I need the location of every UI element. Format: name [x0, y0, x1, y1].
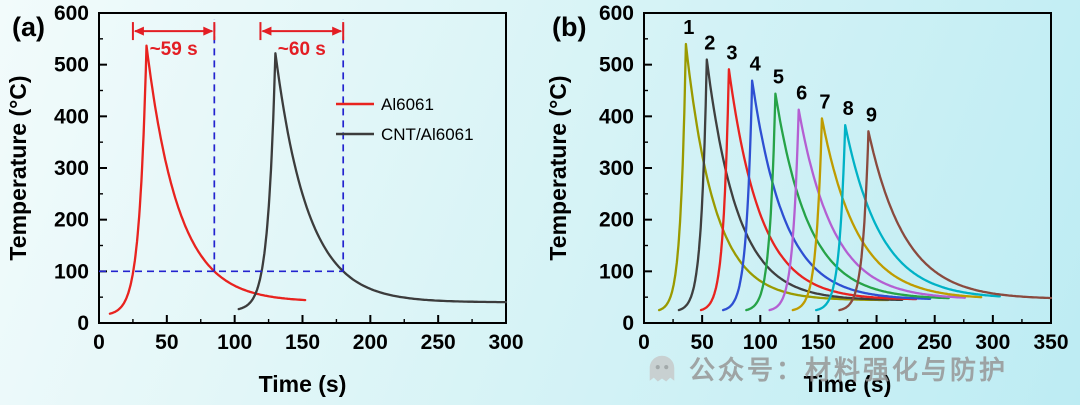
x-tick-label: 350	[1033, 331, 1068, 354]
arrow-head-left	[261, 26, 272, 36]
y-tick-label: 400	[54, 105, 89, 128]
curve-7	[791, 117, 983, 312]
y-axis-title: Temperature (°C)	[5, 75, 31, 260]
x-axis-title: Time (s)	[804, 371, 892, 397]
x-tick-label: 100	[217, 331, 252, 354]
y-tick-label: 500	[54, 54, 89, 77]
arrow-head-left	[133, 26, 144, 36]
y-tick-label: 100	[54, 260, 89, 283]
curve-2	[677, 58, 904, 312]
x-tick-label: 200	[353, 331, 388, 354]
x-tick-label: 50	[690, 331, 713, 354]
peak-label-9: 9	[866, 104, 877, 126]
y-tick-label: 600	[54, 2, 89, 25]
curve-9	[838, 130, 1053, 312]
x-tick-label: 50	[155, 331, 178, 354]
curve-1	[657, 42, 890, 312]
x-tick-label: 150	[801, 331, 836, 354]
x-tick-label: 250	[421, 331, 456, 354]
x-tick-label: 300	[975, 331, 1010, 354]
x-tick-label: 0	[93, 331, 105, 354]
peak-label-7: 7	[819, 91, 830, 113]
y-tick-label: 600	[599, 2, 634, 25]
arrow-head-right	[203, 26, 214, 36]
y-tick-label: 0	[622, 312, 634, 335]
curve-3	[699, 68, 918, 312]
curve-8	[814, 123, 1001, 312]
peak-label-2: 2	[704, 33, 715, 55]
peak-label-4: 4	[750, 54, 762, 76]
peak-label-3: 3	[726, 42, 737, 64]
panel-a-chart: 0 50 100 150 200 250 300 0 100 200 300 400 500 600 Tim…	[5, 2, 524, 397]
y-tick-label: 500	[599, 54, 634, 77]
y-tick-label: 300	[54, 157, 89, 180]
x-tick-label: 250	[917, 331, 952, 354]
peak-label-6: 6	[796, 83, 807, 105]
duration-label: ~60 s	[278, 39, 326, 60]
curve-4	[721, 79, 932, 312]
x-tick-label: 100	[743, 331, 778, 354]
legend-label-Al6061: Al6061	[381, 95, 434, 114]
panel-b-chart: 0 50 100 150 200 250 300 350 0 100 200 300 400 500 600…	[545, 2, 1069, 397]
y-tick-label: 200	[599, 209, 634, 232]
y-tick-label: 300	[599, 157, 634, 180]
curve-CNT/Al6061	[237, 52, 508, 311]
y-axis-title: Temperature (°C)	[545, 75, 571, 260]
y-tick-label: 0	[77, 312, 89, 335]
curve-5	[745, 92, 950, 312]
peak-label-8: 8	[843, 98, 854, 120]
y-tick-label: 200	[54, 209, 89, 232]
y-tick-label: 400	[599, 105, 634, 128]
x-tick-label: 200	[859, 331, 894, 354]
x-tick-label: 300	[488, 331, 523, 354]
x-tick-label: 0	[638, 331, 650, 354]
duration-label: ~59 s	[150, 39, 198, 60]
panel-label: (a)	[12, 12, 45, 42]
panel-label: (b)	[552, 12, 586, 42]
curve-6	[768, 108, 967, 312]
peak-label-1: 1	[683, 17, 694, 39]
legend-label-CNT/Al6061: CNT/Al6061	[381, 125, 474, 144]
arrow-head-right	[332, 26, 343, 36]
x-tick-label: 150	[285, 331, 320, 354]
peak-label-5: 5	[773, 67, 784, 89]
x-axis-title: Time (s)	[259, 371, 347, 397]
y-tick-label: 100	[599, 260, 634, 283]
curve-Al6061	[108, 44, 307, 315]
